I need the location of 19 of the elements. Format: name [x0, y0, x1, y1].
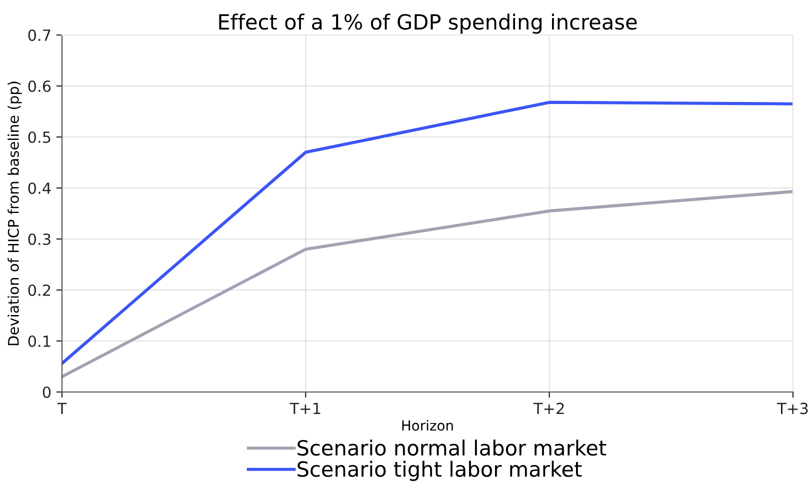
x-tick-label: T+3 — [777, 402, 808, 414]
y-tick-label: 0.3 — [28, 233, 50, 246]
line-series — [62, 190, 793, 378]
x-tick-label: T+1 — [290, 402, 320, 414]
y-tick-label: 0.7 — [28, 29, 50, 42]
y-tick-label: 0.2 — [28, 284, 50, 296]
x-tick-label: T+2 — [533, 402, 564, 414]
y-tick-label: 0.1 — [28, 335, 50, 348]
chart-title: Effect of a 1% of GDP spending increase — [219, 14, 637, 34]
y-tick-label: 0 — [42, 386, 51, 398]
y-axis-title: Deviation of HICP from baseline (pp) — [8, 82, 22, 346]
x-tick-label: T — [57, 402, 67, 414]
y-tick-label: 0.6 — [28, 80, 51, 92]
line-series — [62, 100, 793, 365]
x-axis-title: Horizon — [402, 420, 453, 431]
y-tick-label: 0.5 — [28, 131, 50, 144]
legend-label: Scenario normal labor market — [298, 440, 606, 456]
legend-label: Scenario tight labor market — [298, 460, 582, 481]
y-tick-label: 0.4 — [28, 182, 51, 194]
